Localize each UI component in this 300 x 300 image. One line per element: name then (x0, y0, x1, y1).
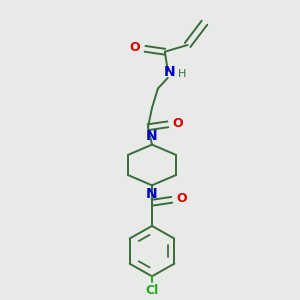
Text: H: H (178, 69, 186, 79)
Text: O: O (177, 192, 188, 205)
Text: O: O (173, 117, 183, 130)
Text: Cl: Cl (146, 284, 159, 297)
Text: O: O (130, 41, 140, 54)
Text: N: N (164, 65, 176, 79)
Text: N: N (146, 129, 158, 143)
Text: N: N (146, 187, 158, 201)
